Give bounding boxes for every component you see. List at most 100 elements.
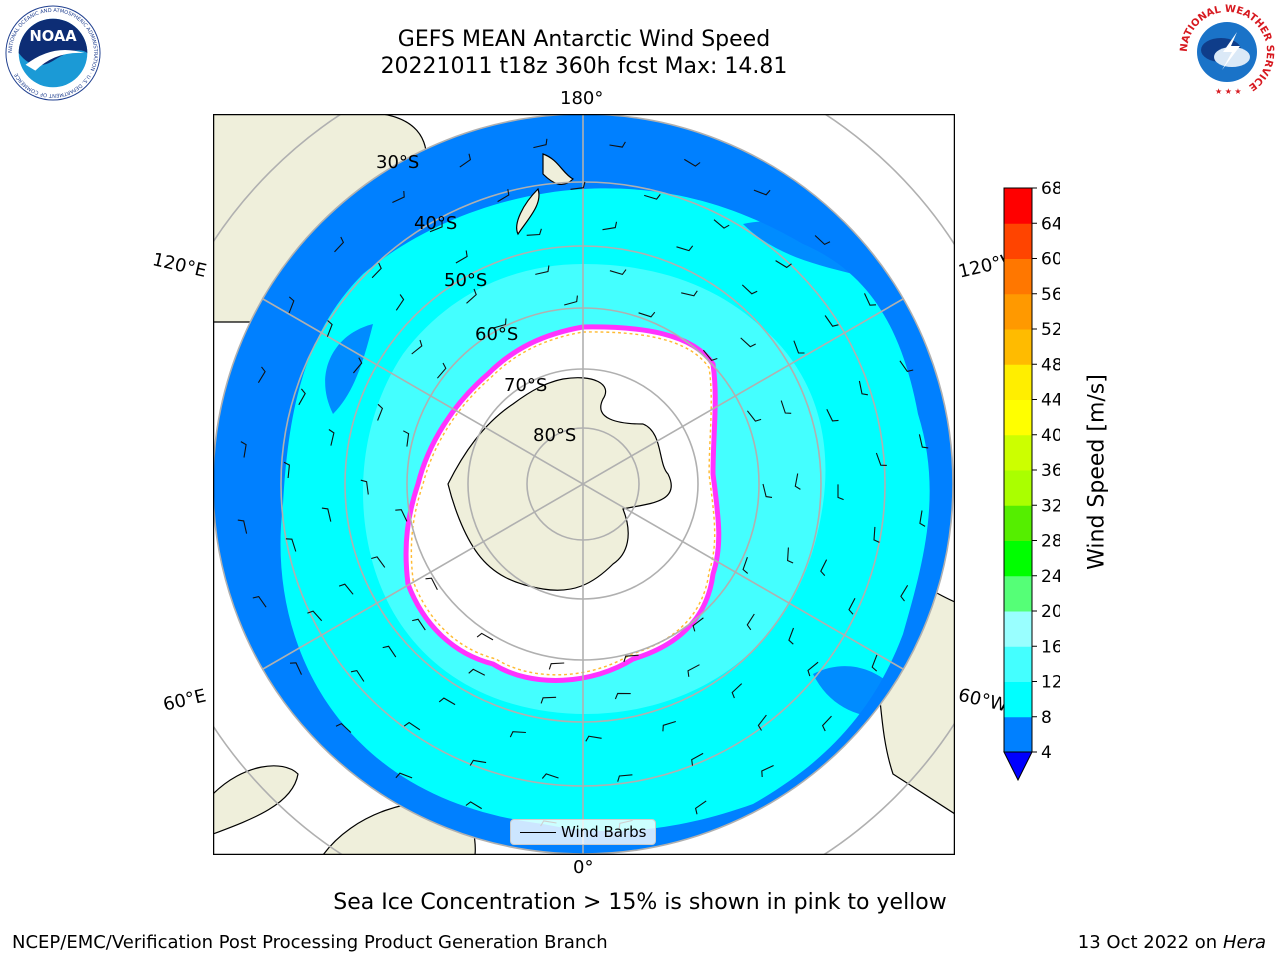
- wind-barb: [257, 366, 266, 383]
- wind-barb: [848, 597, 856, 615]
- colorbar-swatch: [1004, 505, 1032, 541]
- colorbar-tick-label: 36: [1041, 461, 1060, 481]
- noaa-text: NOAA: [29, 28, 77, 45]
- land-madagascar: [213, 765, 299, 835]
- wind-barb: [395, 772, 413, 779]
- wind-barb: [438, 697, 456, 706]
- wind-barb: [794, 473, 801, 490]
- wind-barb: [775, 260, 792, 269]
- colorbar-swatch: [1004, 293, 1032, 330]
- land-antarctica: [447, 377, 672, 591]
- colorbar-tick-label: 60: [1041, 250, 1060, 270]
- wind-barb: [509, 731, 526, 738]
- colorbar-swatch: [1004, 258, 1032, 295]
- lat-label-30s: 30°S: [376, 152, 420, 173]
- colorbar-swatch: [1004, 611, 1032, 647]
- colorbar-swatch: [1004, 540, 1032, 577]
- wind-barb: [684, 158, 701, 167]
- footer-date-text: 13 Oct 2022 on: [1077, 932, 1218, 953]
- wind-barb: [335, 722, 352, 733]
- colorbar-tick-label: 44: [1041, 391, 1060, 411]
- wind-barb: [676, 245, 694, 252]
- colorbar-tick-label: 24: [1041, 567, 1060, 587]
- wind-barb: [469, 759, 487, 766]
- wind-barb: [638, 311, 656, 318]
- wind-barb: [864, 293, 877, 306]
- colorbar-swatch: [1004, 681, 1032, 718]
- colorbar-tick-label: 4: [1041, 743, 1052, 763]
- wind-barb: [533, 138, 548, 149]
- wind-barb: [285, 538, 297, 552]
- wind-barb: [814, 235, 831, 246]
- wind-barb: [757, 714, 767, 731]
- chart-subtitle: 20221011 t18z 360h fcst Max: 14.81: [380, 54, 788, 79]
- colorbar-tick-label: 12: [1041, 673, 1060, 693]
- wind-barb: [328, 429, 335, 446]
- colorbar-tick-label: 28: [1041, 532, 1060, 552]
- wind-barb: [826, 408, 839, 422]
- colorbar-swatch: [1004, 329, 1032, 365]
- wind-barb: [535, 265, 550, 275]
- wind-barb: [694, 800, 707, 815]
- colorbar-title: Wind Speed [m/s]: [1084, 374, 1110, 570]
- lat-label-40s: 40°S: [414, 213, 458, 234]
- colorbar-swatch: [1004, 716, 1032, 753]
- wind-barb: [321, 507, 332, 522]
- wind-barb: [371, 262, 382, 279]
- wind-barb: [746, 410, 762, 422]
- land-newzealand: [516, 153, 575, 236]
- wind-barb: [900, 585, 909, 602]
- wind-barb: [662, 720, 676, 732]
- wind-barb: [762, 483, 773, 498]
- wind-barb: [780, 400, 792, 414]
- wind-barb: [541, 773, 559, 779]
- colorbar-swatch: [1004, 575, 1032, 612]
- wind-barb-legend-line: [520, 832, 556, 833]
- map-legend: Wind Barbs: [510, 819, 656, 845]
- wind-barb: [788, 627, 795, 645]
- legend-label: Wind Barbs: [561, 823, 647, 841]
- wind-barb: [787, 547, 794, 564]
- wind-barb: [371, 556, 386, 568]
- wind-barb: [875, 452, 887, 466]
- wind-barb: [548, 662, 565, 670]
- wind-barb: [403, 430, 410, 447]
- wind-barb: [793, 340, 805, 354]
- wind-barb: [753, 189, 771, 196]
- wind-barb: [326, 320, 333, 337]
- wind-barb: [740, 337, 756, 348]
- lon-label-120e: 120°E: [150, 249, 209, 282]
- wind-barb: [395, 509, 408, 522]
- colorbar-swatch: [1004, 434, 1032, 471]
- lon-label-60e: 60°E: [161, 685, 209, 716]
- wind-barb: [392, 190, 405, 203]
- wind-barb: [288, 296, 295, 314]
- colorbar-tick-label: 56: [1041, 285, 1060, 305]
- wind-barb: [382, 645, 397, 658]
- wind-barb: [691, 752, 704, 766]
- wind-barb: [821, 715, 832, 732]
- colorbar-tick-label: 20: [1041, 602, 1060, 622]
- lat-label-70s: 70°S: [504, 375, 548, 396]
- wind-barb: [617, 774, 633, 782]
- wind-barb: [377, 403, 384, 421]
- wind-barb: [338, 583, 354, 595]
- wind-barb: [614, 692, 631, 700]
- colorbar-tick-label: 48: [1041, 355, 1060, 375]
- colorbar-swatch: [1004, 399, 1032, 436]
- wind-barb: [564, 295, 578, 306]
- svg-text:★ ★ ★: ★ ★ ★: [1215, 87, 1242, 96]
- polar-map: [213, 114, 955, 855]
- wind-barb: [395, 294, 405, 311]
- wind-barb: [858, 380, 868, 396]
- wind-barb: [436, 362, 447, 379]
- chart-title: GEFS MEAN Antarctic Wind Speed: [397, 27, 771, 52]
- wind-barb: [742, 557, 749, 574]
- wind-barb: [871, 654, 878, 672]
- wind-barb: [352, 357, 363, 374]
- lat-label-80s: 80°S: [533, 425, 577, 446]
- wind-barb: [761, 765, 774, 778]
- wind-barb: [289, 662, 302, 675]
- wind-barb: [425, 577, 438, 591]
- colorbar-under-arrow: [1003, 751, 1033, 782]
